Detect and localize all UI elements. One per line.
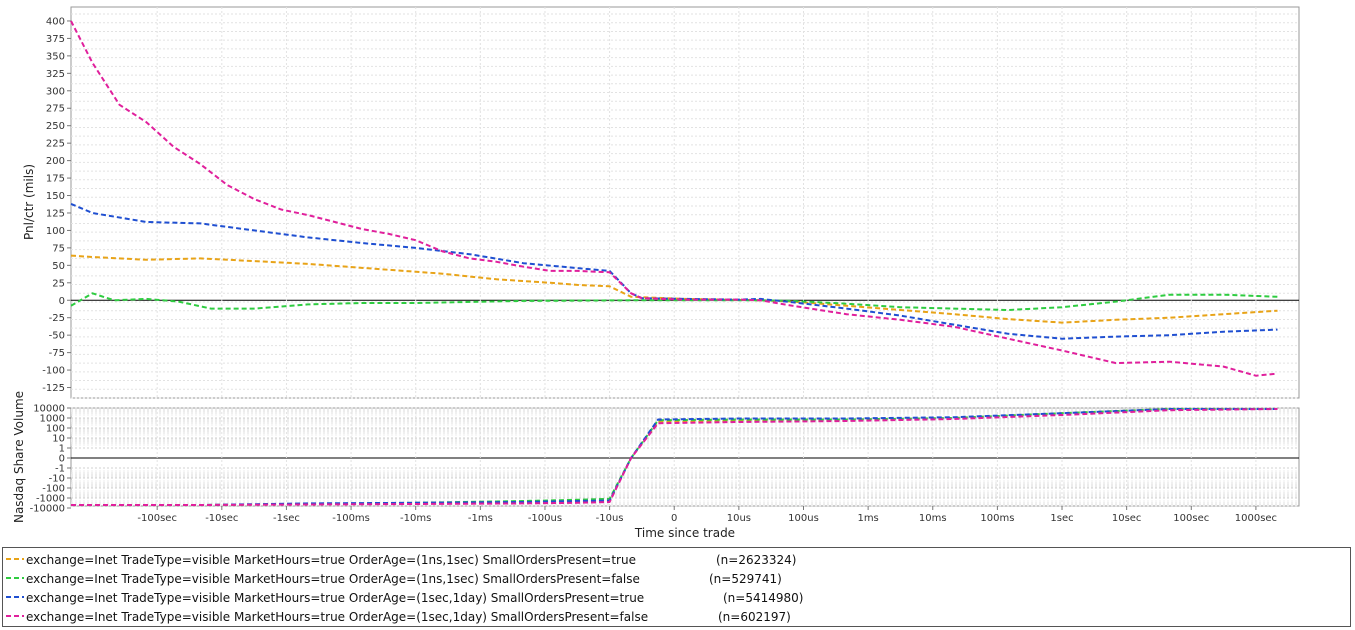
lower-y-axis-title: Nasdaq Share Volume [12,391,26,523]
x-tick-label: -1ms [468,513,493,524]
upper-y-tick-label: -75 [49,348,65,359]
legend-label-3: exchange=Inet TradeType=visible MarketHo… [26,591,645,605]
x-tick-label: 100ms [980,513,1014,524]
upper-grid [71,7,1299,399]
lower-y-tick-label: -1000 [36,494,65,505]
upper-y-tick-label: 325 [46,69,65,80]
x-tick-label: 1000sec [1235,513,1277,524]
upper-y-tick-label: 225 [46,139,65,150]
x-axis: -100sec -10sec -1sec -100ms -10ms -1ms -100us -… [137,506,1277,524]
upper-y-tick-label: 50 [52,261,65,272]
legend-label-2: exchange=Inet TradeType=visible MarketHo… [26,572,640,586]
upper-y-tick-label: 300 [46,86,65,97]
x-tick-label: -1sec [273,513,300,524]
upper-y-tick-label: 25 [52,278,65,289]
upper-y-tick-label: 250 [46,121,65,132]
lower-y-tick-label: -100 [42,484,65,495]
lower-y-tick-label: -1 [55,464,65,475]
x-axis-title: Time since trade [634,526,735,540]
legend-label-4: exchange=Inet TradeType=visible MarketHo… [26,610,649,624]
x-tick-label: 0 [671,513,677,524]
upper-y-tick-label: 125 [46,208,65,219]
legend: exchange=Inet TradeType=visible MarketHo… [2,547,1351,627]
lower-grid [71,407,1299,507]
x-tick-label: 10ms [919,513,947,524]
legend-swatch-4 [6,615,24,617]
legend-count-1: (n=2623324) [716,553,797,567]
upper-series-group [70,20,1278,377]
upper-y-axis-title: Pnl/ctr (mils) [22,164,36,240]
legend-label-1: exchange=Inet TradeType=visible MarketHo… [26,553,636,567]
legend-swatch-2 [6,577,24,579]
legend-count-2: (n=529741) [709,572,782,586]
legend-count-3: (n=5414980) [723,591,804,605]
chart-canvas: 4003753503253002752502252001751501251007… [12,6,1300,540]
x-tick-label: 100us [788,513,819,524]
lower-y-tick-label: -10000 [30,504,65,515]
lower-y-tick-label: 1000 [40,414,65,425]
lower-plot-area [70,407,1300,507]
upper-y-tick-label: 100 [46,226,65,237]
upper-y-tick-label: 375 [46,34,65,45]
upper-y-axis: 4003753503253002752502252001751501251007… [42,16,71,394]
upper-y-tick-label: 350 [46,51,65,62]
upper-y-tick-label: 175 [46,174,65,185]
lower-series-line-4 [71,408,1278,506]
lower-y-tick-label: 1 [59,444,65,455]
x-tick-label: 10us [727,513,751,524]
upper-y-tick-label: -25 [49,313,65,324]
upper-y-tick-label: -125 [42,383,65,394]
x-tick-label: 1ms [857,513,878,524]
x-tick-label: -10ms [400,513,431,524]
lower-y-tick-label: -10 [49,474,65,485]
upper-plot-area [70,6,1300,399]
x-tick-label: 100sec [1173,513,1209,524]
x-tick-label: -100ms [332,513,370,524]
upper-series-line-1 [70,254,1278,324]
legend-count-4: (n=602197) [718,610,791,624]
upper-y-tick-label: 400 [46,16,65,27]
lower-y-tick-label: 100 [46,424,65,435]
x-tick-label: -100sec [137,513,177,524]
x-tick-label: 10sec [1112,513,1142,524]
legend-swatch-3 [6,596,24,598]
x-tick-label: -10sec [205,513,238,524]
upper-y-tick-label: 150 [46,191,65,202]
x-tick-label: 1sec [1050,513,1073,524]
upper-y-tick-label: 0 [59,296,65,307]
lower-y-tick-label: 10 [52,434,65,445]
upper-y-tick-label: 275 [46,104,65,115]
lower-series-group [71,408,1278,506]
upper-y-tick-label: -50 [49,331,65,342]
legend-swatch-1 [6,558,24,560]
upper-y-tick-label: 75 [52,243,65,254]
upper-y-tick-label: 200 [46,156,65,167]
x-tick-label: -100us [528,513,562,524]
lower-y-tick-label: 10000 [33,404,65,415]
upper-y-tick-label: -100 [42,366,65,377]
lower-y-tick-label: 0 [59,454,65,465]
x-tick-label: -10us [596,513,624,524]
